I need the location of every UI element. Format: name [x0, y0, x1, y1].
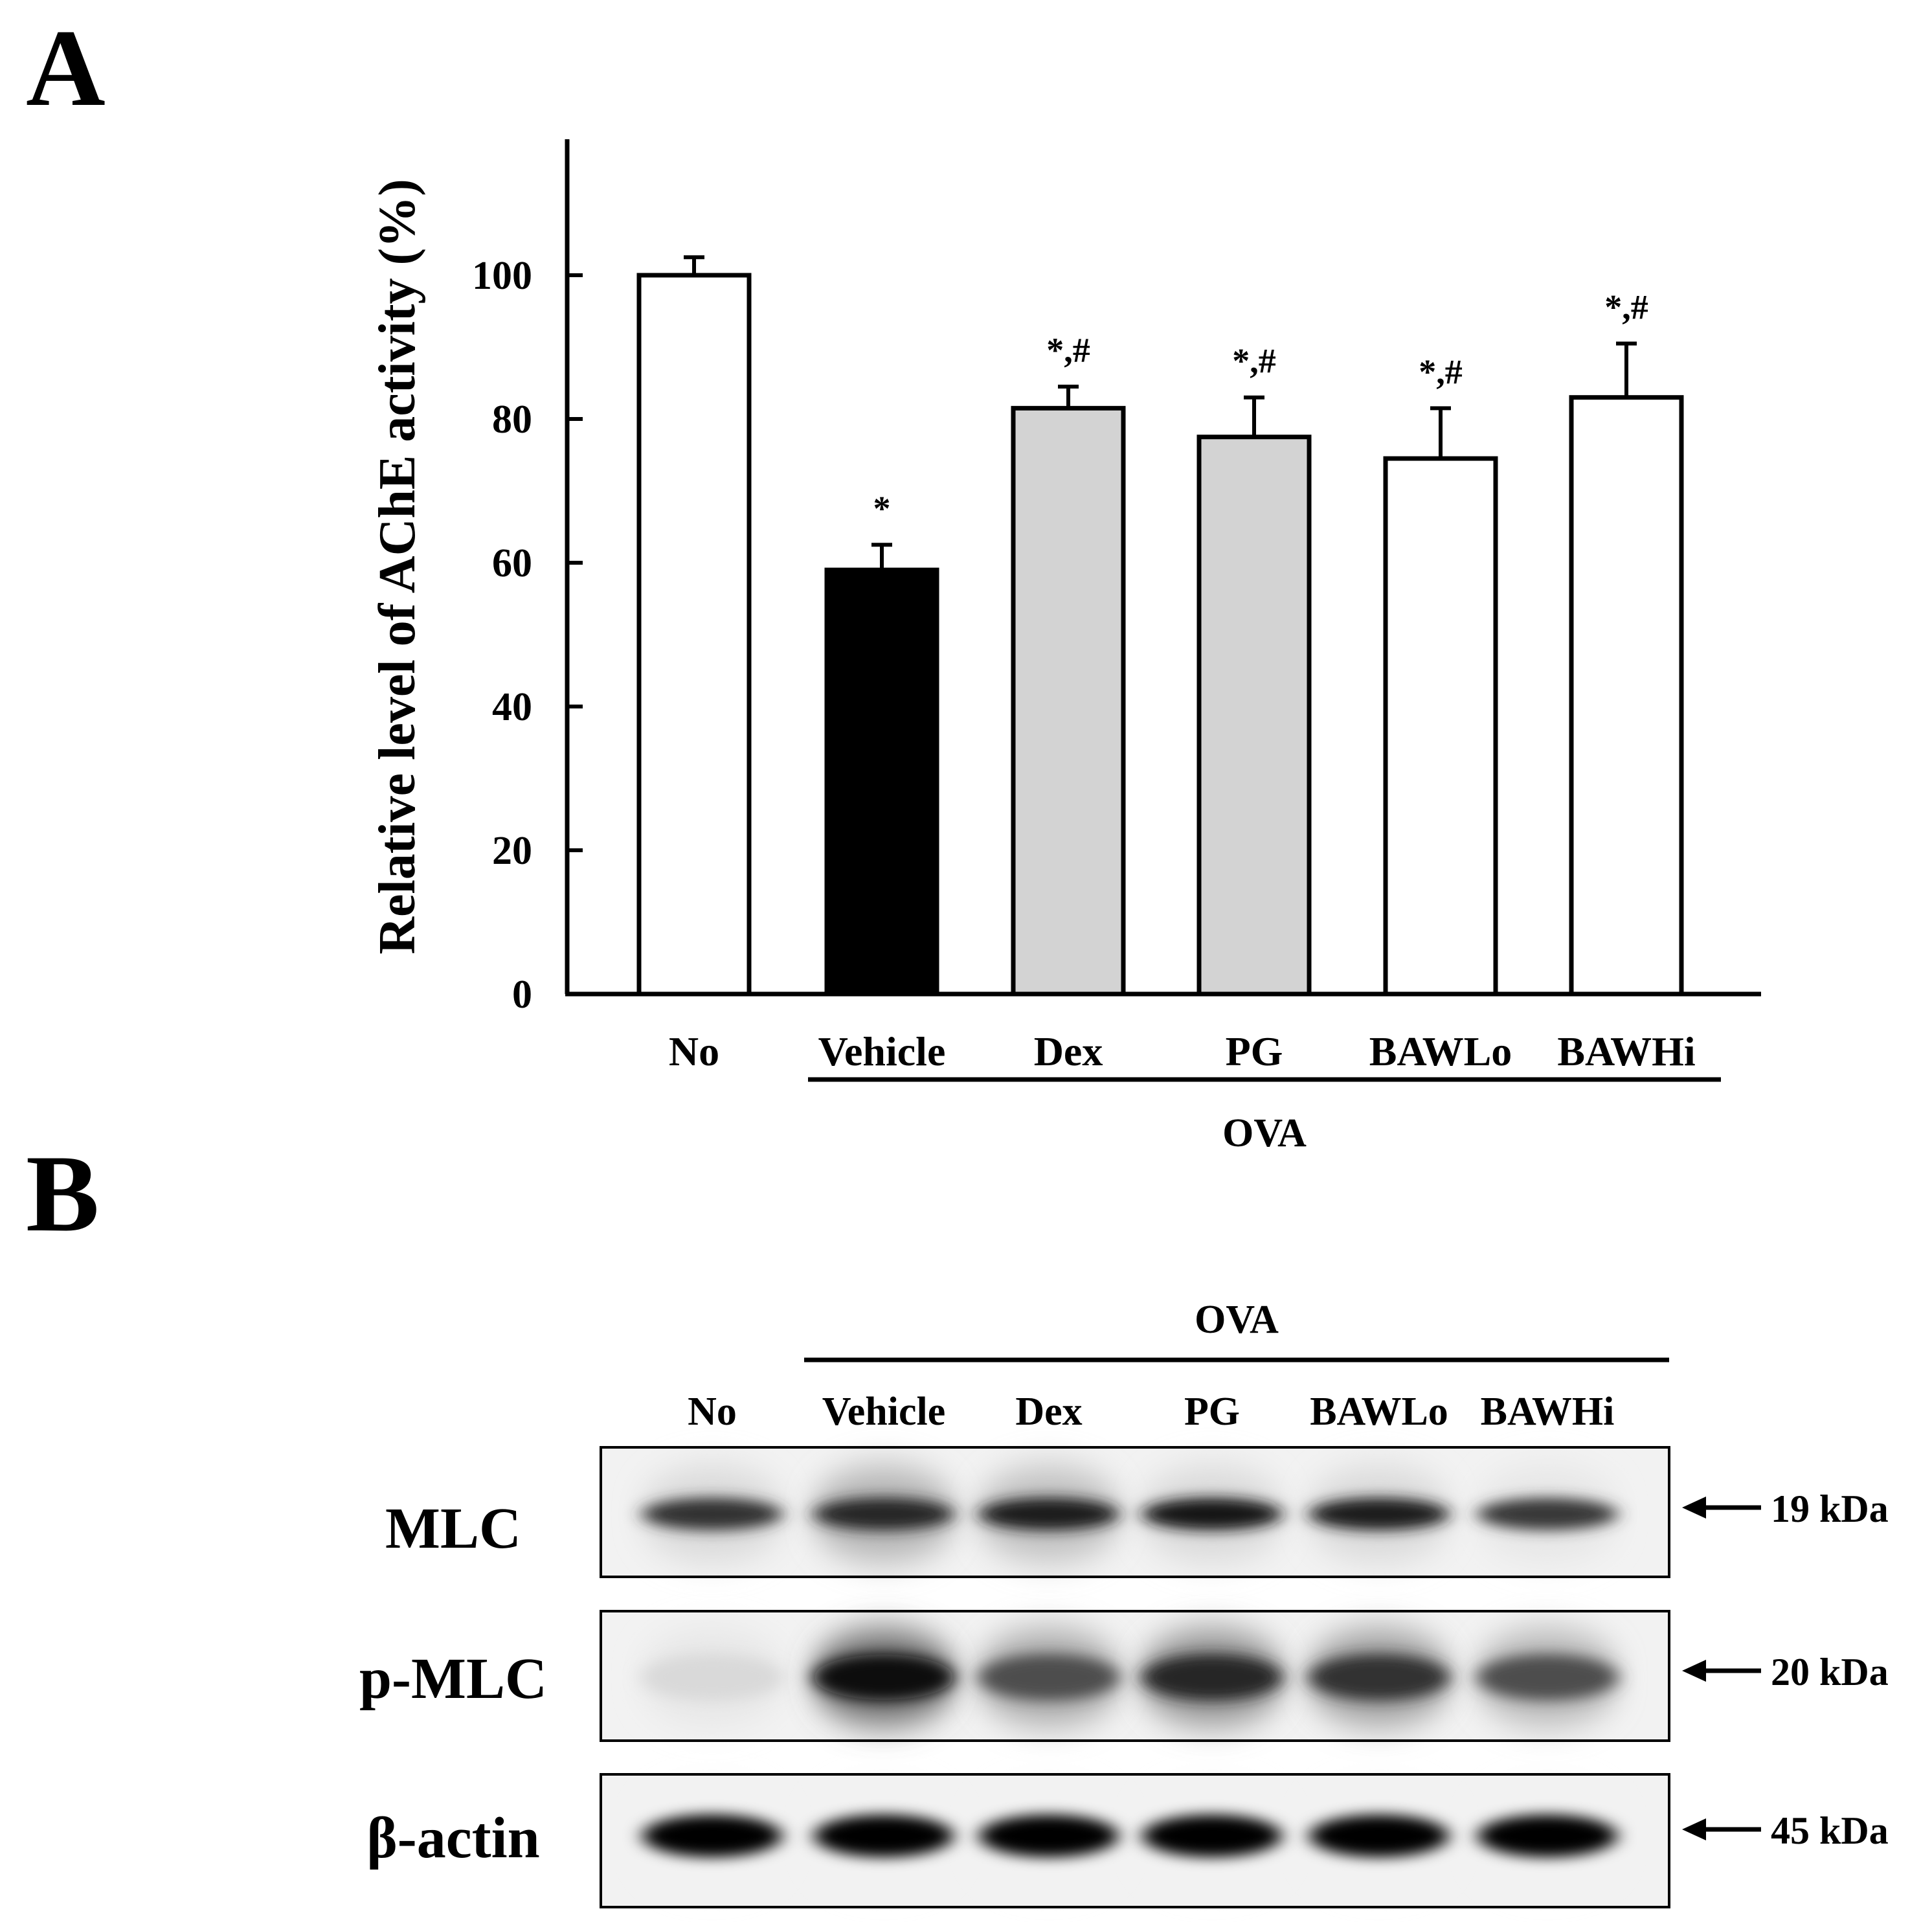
band-dex	[979, 1815, 1119, 1857]
error-bar-no	[684, 255, 704, 275]
band-bawlo	[1309, 1815, 1449, 1857]
significance-mark-pg: *,#	[1232, 342, 1276, 381]
band-vehicle	[814, 1815, 954, 1857]
blot-row-p-mlc: p-MLC 20 kDa	[359, 1610, 1889, 1742]
blot-row-mlc: MLC 19 kDa	[385, 1446, 1889, 1578]
bar-chart: * *,# *,# *,# *,# 0 20 40 60 80 100 No Vehicle Dex P…	[369, 139, 1761, 1155]
significance-layer: * *,# *,# *,# *,#	[873, 288, 1648, 528]
blot-bands	[640, 1631, 1620, 1724]
y-tick-label: 20	[492, 829, 532, 873]
blot-frame	[600, 1446, 1670, 1578]
blot-row-label: MLC	[385, 1497, 521, 1561]
x-categories-layer: No Vehicle Dex PG BAWLo BAWHi	[669, 1028, 1696, 1074]
arrow-left-icon	[1682, 1660, 1706, 1682]
lane-label-bawlo: BAWLo	[1310, 1390, 1448, 1434]
western-blot: OVA No Vehicle Dex PG BAWLo BAWHi MLC 19 kDa p-…	[359, 1298, 1889, 1908]
error-bar-dex	[1058, 385, 1079, 409]
error-bar-vehicle	[871, 543, 892, 571]
panel-a-label: A	[26, 7, 106, 129]
x-category-label-bawhi: BAWHi	[1557, 1028, 1695, 1074]
band-pg	[1142, 1655, 1282, 1700]
y-tick-label: 40	[492, 685, 532, 729]
band-dex	[979, 1655, 1119, 1700]
lane-label-pg: PG	[1184, 1390, 1240, 1434]
lane-label-dex: Dex	[1015, 1390, 1082, 1434]
significance-mark-dex: *,#	[1046, 331, 1090, 370]
band-bawhi	[1477, 1815, 1617, 1857]
error-bar-bawlo	[1430, 406, 1451, 459]
lane-label-vehicle: Vehicle	[822, 1390, 946, 1434]
blot-rows-layer: MLC 19 kDa p-MLC 20 kDa β-actin 45 kDa	[359, 1446, 1889, 1908]
band-bawlo	[1309, 1655, 1449, 1700]
band-bawlo	[1309, 1498, 1449, 1530]
bar-dex	[1011, 405, 1126, 997]
x-category-label-pg: PG	[1226, 1028, 1283, 1074]
molecular-weight-label: 45 kDa	[1771, 1809, 1889, 1852]
band-vehicle	[814, 1498, 954, 1530]
blot-bands	[640, 1467, 1620, 1561]
significance-mark-vehicle: *	[873, 489, 891, 528]
band-pg	[1142, 1498, 1282, 1530]
y-axis-title: Relative level of AChE activity (%)	[369, 179, 426, 955]
blot-frame	[600, 1610, 1670, 1742]
error-bars-layer	[684, 255, 1637, 571]
y-ticks-layer: 0 20 40 60 80 100	[472, 254, 583, 1017]
bar-vehicle	[824, 567, 939, 997]
arrow-left-icon	[1682, 1818, 1706, 1840]
molecular-weight-label: 19 kDa	[1771, 1487, 1889, 1530]
significance-mark-bawhi: *,#	[1604, 288, 1648, 326]
band-pg	[1142, 1815, 1282, 1857]
bars-layer	[636, 273, 1684, 997]
error-bar-bawhi	[1616, 341, 1637, 398]
band-no	[642, 1815, 782, 1857]
significance-mark-bawlo: *,#	[1419, 352, 1463, 391]
lane-label-bawhi: BAWHi	[1481, 1390, 1615, 1434]
band-vehicle	[814, 1655, 954, 1700]
ova-group-label: OVA	[1222, 1111, 1307, 1155]
band-dex	[979, 1498, 1119, 1530]
bar-bawhi	[1569, 395, 1684, 997]
bar-bawlo	[1383, 456, 1498, 997]
arrow-left-icon	[1682, 1497, 1706, 1519]
bar-pg	[1196, 435, 1312, 997]
band-bawhi	[1477, 1498, 1617, 1530]
y-tick-label: 80	[492, 398, 532, 442]
x-category-label-no: No	[669, 1028, 719, 1074]
panel-b-label: B	[26, 1133, 99, 1254]
blot-row-label: p-MLC	[359, 1647, 547, 1711]
bar-no	[636, 273, 752, 997]
x-category-label-vehicle: Vehicle	[818, 1028, 946, 1074]
blot-row-beta-actin: β-actin 45 kDa	[366, 1773, 1889, 1908]
blot-row-label: β-actin	[366, 1806, 539, 1870]
y-tick-label: 60	[492, 541, 532, 585]
molecular-weight-label: 20 kDa	[1771, 1651, 1889, 1693]
lane-labels-layer: No Vehicle Dex PG BAWLo BAWHi	[688, 1390, 1614, 1434]
lane-label-no: No	[688, 1390, 737, 1434]
blot-ova-label: OVA	[1195, 1298, 1279, 1342]
blot-bands	[640, 1788, 1620, 1884]
error-bar-pg	[1244, 395, 1264, 437]
band-no	[642, 1498, 782, 1530]
x-category-label-bawlo: BAWLo	[1369, 1028, 1512, 1074]
band-bawhi	[1477, 1655, 1617, 1700]
blot-frame	[600, 1773, 1670, 1908]
y-tick-label: 0	[512, 973, 532, 1017]
band-no	[642, 1655, 782, 1700]
y-tick-label: 100	[472, 254, 532, 298]
x-category-label-dex: Dex	[1034, 1028, 1103, 1074]
